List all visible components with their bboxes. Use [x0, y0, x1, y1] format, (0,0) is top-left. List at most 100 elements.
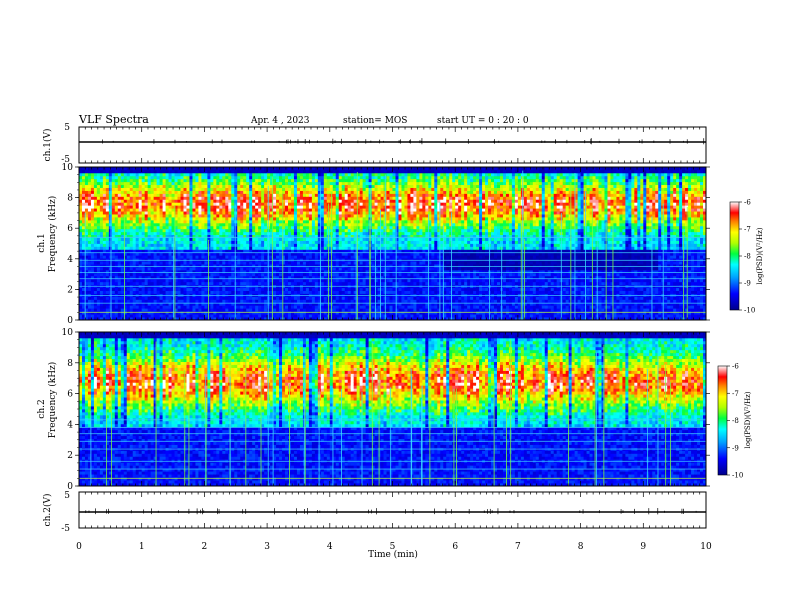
spectrogram-cell: [87, 278, 92, 283]
spectrogram-cell: [261, 196, 265, 200]
spectrogram-cell: [279, 205, 283, 209]
spectrogram-cell: [114, 246, 119, 250]
spectrogram-cell: [308, 272, 313, 277]
spectrogram-cell: [344, 261, 349, 265]
spectrogram-cell: [138, 208, 143, 212]
spectrogram-cell: [302, 261, 307, 265]
spectrogram-cell: [123, 222, 128, 227]
spectrogram-cell: [123, 237, 128, 241]
spectrogram-cell: [305, 228, 310, 233]
spectrogram-cell: [264, 246, 268, 250]
spectrogram-cell: [207, 219, 211, 224]
spectrogram-cell: [213, 214, 217, 218]
spectrogram-cell: [293, 190, 298, 194]
spectrogram-cell: [293, 219, 298, 224]
spectrogram-cell: [264, 205, 268, 209]
spectrogram-cell: [186, 278, 190, 283]
spectrogram-cell: [147, 278, 152, 283]
spectrogram-cell: [341, 240, 346, 244]
spectrogram-cell: [222, 234, 226, 239]
spectrogram-cell: [201, 167, 205, 171]
spectrogram-cell: [138, 314, 143, 318]
spectrogram-cell: [174, 311, 178, 315]
spectrogram-cell: [165, 261, 169, 265]
spectrogram-cell: [174, 234, 178, 239]
spectrogram-cell: [147, 311, 152, 315]
spectrogram-cell: [323, 299, 328, 303]
spectrogram-cell: [302, 305, 307, 309]
spectrogram-cell: [290, 252, 295, 256]
spectrogram-cell: [273, 249, 277, 253]
spectrogram-cell: [344, 169, 349, 174]
spectrogram-cell: [264, 269, 268, 274]
spectrogram-cell: [225, 231, 229, 236]
spectrogram-cell: [79, 261, 83, 265]
spectrogram-cell: [237, 302, 241, 306]
spectrogram-cell: [231, 246, 235, 250]
spectrogram-cell: [183, 281, 187, 286]
spectrogram-cell: [299, 184, 304, 188]
spectrogram-cell: [332, 314, 337, 318]
spectrogram-cell: [198, 302, 202, 306]
spectrogram-cell: [216, 243, 220, 247]
spectrogram-cell: [273, 187, 277, 191]
spectrogram-cell: [123, 178, 128, 183]
spectrogram-cell: [117, 290, 122, 294]
spectrogram-cell: [213, 278, 217, 283]
spectrogram-cell: [189, 187, 193, 191]
spectrogram-cell: [320, 240, 325, 244]
spectrogram-cell: [311, 219, 316, 224]
spectrogram-cell: [290, 237, 295, 241]
spectrogram-cell: [174, 219, 178, 224]
spectrogram-cell: [344, 205, 349, 209]
spectrogram-cell: [81, 311, 86, 315]
spectrogram-cell: [102, 234, 107, 239]
spectrogram-cell: [201, 169, 205, 174]
spectrogram-cell: [290, 240, 295, 244]
spectrogram-cell: [117, 255, 122, 259]
spectrogram-cell: [329, 172, 334, 177]
spectrogram-cell: [111, 167, 116, 171]
spectrogram-cell: [285, 317, 289, 321]
spectrogram-cell: [132, 305, 137, 309]
spectrogram-cell: [341, 299, 346, 303]
spectrogram-cell: [302, 172, 307, 177]
spectrogram-cell: [338, 275, 343, 280]
spectrogram-cell: [323, 290, 328, 294]
spectrogram-cell: [84, 167, 89, 171]
spectrogram-cell: [147, 290, 152, 294]
spectrogram-cell: [195, 269, 199, 274]
spectrogram-cell: [299, 175, 304, 180]
spectrogram-cell: [216, 299, 220, 303]
spectrogram-cell: [234, 214, 238, 218]
spectrogram-cell: [249, 287, 253, 291]
spectrogram-cell: [261, 169, 265, 174]
ch1-waveform-ylabel: ch.1(V): [42, 129, 53, 162]
spectrogram-cell: [144, 225, 149, 230]
spectrogram-cell: [150, 305, 155, 309]
spectrogram-cell: [165, 193, 169, 197]
spectrogram-cell: [165, 190, 169, 194]
spectrogram-cell: [198, 308, 202, 312]
spectrogram-cell: [317, 272, 322, 277]
spectrogram-cell: [87, 225, 92, 230]
spectrogram-cell: [288, 208, 292, 212]
spectrogram-cell: [174, 308, 178, 312]
spectrogram-cell: [96, 290, 101, 294]
spectrogram-cell: [270, 211, 274, 215]
spectrogram-cell: [234, 202, 238, 206]
spectrogram-cell: [189, 208, 193, 212]
spectrogram-cell: [222, 275, 226, 280]
spectrogram-cell: [123, 296, 128, 300]
spectrogram-cell: [135, 217, 140, 221]
spectrogram-cell: [177, 234, 181, 239]
spectrogram-cell: [114, 225, 119, 230]
spectrogram-cell: [180, 252, 184, 256]
spectrogram-cell: [207, 252, 211, 256]
spectrogram-cell: [225, 243, 229, 247]
spectrogram-cell: [114, 252, 119, 256]
spectrogram-cell: [162, 172, 166, 177]
spectrogram-cell: [279, 278, 283, 283]
spectrogram-cell: [258, 261, 262, 265]
spectrogram-cell: [162, 305, 166, 309]
